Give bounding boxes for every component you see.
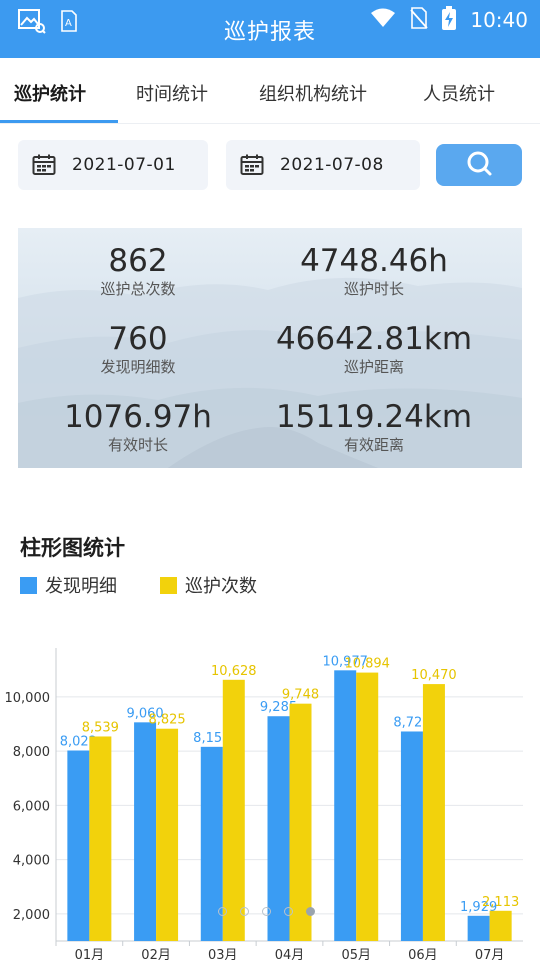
wifi-icon xyxy=(370,8,396,32)
stat-value: 46642.81km xyxy=(275,321,473,357)
bar xyxy=(156,728,179,941)
stat-effective-distance: 15119.24km 有效距离 xyxy=(254,400,494,455)
calendar-icon xyxy=(240,154,264,176)
x-tick-label: 03月 xyxy=(208,948,238,960)
stat-label: 有效距离 xyxy=(343,436,404,454)
bar xyxy=(134,722,157,941)
page-indicator xyxy=(218,907,315,916)
legend-swatch xyxy=(20,576,37,594)
stat-value: 760 xyxy=(108,321,168,357)
x-tick-label: 04月 xyxy=(275,948,305,960)
data-label: 8,825 xyxy=(148,713,185,728)
no-sim-icon xyxy=(410,7,429,33)
bar xyxy=(267,716,290,941)
bar xyxy=(334,670,357,941)
stat-patrol-duration: 4748.46h 巡护时长 xyxy=(254,244,494,299)
x-tick-label: 06月 xyxy=(408,948,438,960)
legend-swatch xyxy=(160,576,177,594)
app-title: 巡护报表 xyxy=(223,20,316,45)
search-icon xyxy=(465,149,493,181)
stat-label: 巡护时长 xyxy=(343,280,404,298)
page-dot-active[interactable] xyxy=(306,907,315,916)
tab-patrol-stats[interactable]: 巡护统计 xyxy=(14,84,86,105)
svg-text:A: A xyxy=(65,18,72,29)
x-tick-label: 01月 xyxy=(75,948,105,960)
legend-item-findings[interactable]: 发现明细 xyxy=(20,572,117,598)
legend-item-patrols[interactable]: 巡护次数 xyxy=(160,572,257,598)
data-label: 8,157 xyxy=(193,731,230,746)
tab-bar: 巡护统计 时间统计 组织机构统计 人员统计 xyxy=(0,58,540,124)
bar xyxy=(289,703,312,941)
search-button[interactable] xyxy=(436,144,522,186)
tab-org-stats[interactable]: 组织机构统计 xyxy=(259,84,367,105)
landscape-background xyxy=(18,277,522,468)
stat-value: 4748.46h xyxy=(300,243,448,279)
tab-personnel-stats[interactable]: 人员统计 xyxy=(423,84,495,105)
stat-findings: 760 发现明细数 xyxy=(18,322,258,377)
bar xyxy=(489,910,512,941)
bar xyxy=(400,731,423,941)
calendar-icon xyxy=(32,154,56,176)
bar xyxy=(422,684,445,941)
stat-patrol-distance: 46642.81km 巡护距离 xyxy=(254,322,494,377)
data-label: 10,894 xyxy=(344,657,390,672)
stat-value: 15119.24km xyxy=(275,399,473,435)
start-date-value: 2021-07-01 xyxy=(72,155,176,175)
data-label: 2,113 xyxy=(482,895,519,910)
start-date-picker[interactable]: 2021-07-01 xyxy=(18,140,208,190)
status-bar: A 巡护报表 10:40 xyxy=(0,0,540,58)
active-tab-indicator xyxy=(0,120,118,123)
page-dot[interactable] xyxy=(262,907,271,916)
end-date-value: 2021-07-08 xyxy=(280,155,384,175)
legend-label: 发现明细 xyxy=(45,576,117,597)
chart-section-title: 柱形图统计 xyxy=(20,536,125,560)
gallery-icon xyxy=(18,8,46,38)
status-time: 10:40 xyxy=(470,8,528,32)
end-date-picker[interactable]: 2021-07-08 xyxy=(226,140,420,190)
data-label: 9,285 xyxy=(260,700,297,715)
stat-label: 发现明细数 xyxy=(100,358,176,376)
data-label: 1,929 xyxy=(460,900,497,915)
bar xyxy=(222,679,245,941)
y-tick-label: 2,000 xyxy=(13,908,50,923)
bar xyxy=(67,750,90,941)
stat-label: 巡护总次数 xyxy=(100,280,176,298)
x-tick-label: 02月 xyxy=(141,948,171,960)
stat-total-patrols: 862 巡护总次数 xyxy=(18,244,258,299)
bar xyxy=(467,915,490,941)
data-label: 8,022 xyxy=(60,734,97,749)
data-label: 9,748 xyxy=(282,688,319,703)
data-label: 10,977 xyxy=(322,654,368,669)
data-label: 10,628 xyxy=(211,664,257,679)
data-label: 10,470 xyxy=(411,668,457,683)
data-label: 8,539 xyxy=(82,720,119,735)
bar xyxy=(200,746,223,941)
stat-effective-duration: 1076.97h 有效时长 xyxy=(18,400,258,455)
y-tick-label: 6,000 xyxy=(13,799,50,814)
bar xyxy=(89,736,112,941)
x-tick-label: 07月 xyxy=(475,948,505,960)
y-tick-label: 4,000 xyxy=(13,854,50,869)
x-tick-label: 05月 xyxy=(341,948,371,960)
stat-value: 1076.97h xyxy=(64,399,212,435)
stat-value: 862 xyxy=(108,243,168,279)
page-dot[interactable] xyxy=(240,907,249,916)
y-tick-label: 8,000 xyxy=(13,745,50,760)
tab-time-stats[interactable]: 时间统计 xyxy=(136,84,208,105)
font-icon: A xyxy=(60,10,78,36)
stat-label: 巡护距离 xyxy=(343,358,404,376)
stats-panel: 862 巡护总次数 4748.46h 巡护时长 760 发现明细数 46642.… xyxy=(18,228,522,468)
stat-label: 有效时长 xyxy=(107,436,168,454)
battery-charging-icon xyxy=(442,6,457,34)
bar xyxy=(356,672,379,941)
y-tick-label: 10,000 xyxy=(5,691,51,706)
data-label: 8,723 xyxy=(393,715,430,730)
legend-label: 巡护次数 xyxy=(185,576,257,597)
data-label: 9,060 xyxy=(126,706,163,721)
page-dot[interactable] xyxy=(218,907,227,916)
page-dot[interactable] xyxy=(284,907,293,916)
